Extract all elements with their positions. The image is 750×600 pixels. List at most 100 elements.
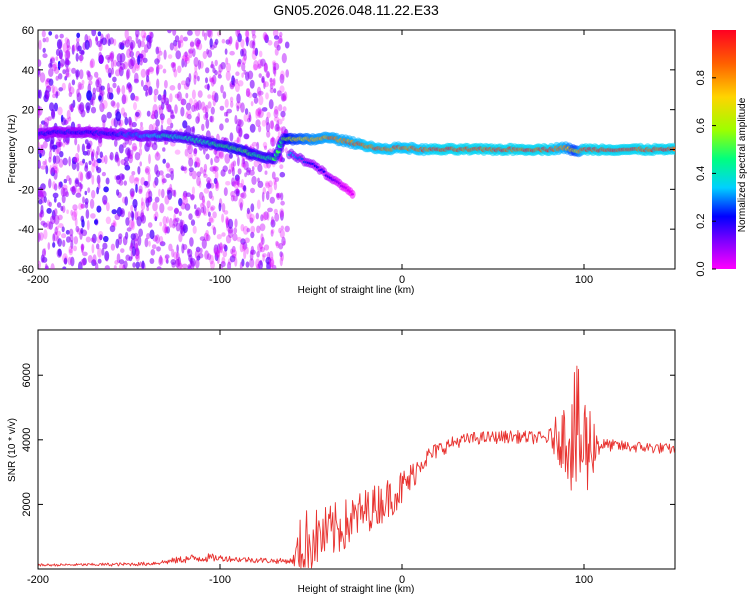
heatmap-speckle [47,116,52,121]
heatmap-speckle [242,158,245,165]
heatmap-speckle [59,52,63,60]
heatmap-speckle [113,38,117,46]
heatmap-speckle [247,92,253,99]
heatmap-speckle [140,214,146,224]
heatmap-speckle [250,203,255,213]
heatmap-speckle [110,51,115,60]
heatmap-speckle [49,58,53,68]
heatmap-speckle [234,218,238,228]
heatmap-speckle [164,79,168,89]
heatmap-speckle [264,34,269,44]
heatmap-speckle [104,64,109,70]
heatmap-speckle [188,49,193,59]
heatmap-speckle [218,150,225,160]
heatmap-speckle [153,213,156,220]
heatmap-speckle [276,44,281,51]
heatmap-speckle [104,265,110,269]
heatmap-speckle [179,262,183,269]
x-tick-label: -200 [27,274,49,286]
heatmap-speckle [137,235,142,246]
heatmap-speckle [143,32,147,39]
heatmap-speckle [59,151,64,158]
heatmap-speckle [268,256,275,267]
heatmap-speckle [80,227,84,234]
heatmap-speckle [76,92,82,103]
heatmap-speckle [77,81,82,91]
heatmap-speckle [81,143,85,153]
x-tick-label: -100 [209,274,231,286]
heatmap-speckle [210,60,214,69]
heatmap-speckle [203,173,208,178]
heatmap-speckle [140,121,143,127]
snr-y-label: SNR (10 * v/v) [7,418,18,482]
y-tick-label: 6000 [21,363,33,387]
heatmap-speckle [140,177,145,186]
heatmap-speckle [202,199,206,207]
heatmap-speckle [139,60,143,66]
heatmap-speckle [91,30,97,37]
heatmap-speckle [140,30,147,39]
heatmap-speckle [147,222,153,228]
heatmap-speckle [275,240,279,247]
heatmap-speckle [224,118,229,123]
heatmap-speckle [38,39,42,51]
heatmap-speckle [257,180,264,188]
heatmap-speckle [71,211,77,221]
heatmap-speckle [249,213,255,223]
heatmap-speckle [201,123,205,132]
heatmap-speckle [124,30,129,40]
heatmap-speckle [273,88,277,94]
heatmap-speckle [100,85,105,91]
heatmap-speckle [58,73,63,80]
heatmap-speckle [95,85,101,93]
heatmap-speckle [172,30,177,36]
heatmap-speckle [169,85,176,91]
heatmap-speckle [78,54,84,62]
heatmap-speckle [138,185,143,193]
heatmap-speckle [185,92,189,99]
heatmap-speckle [145,140,152,148]
heatmap-speckle [95,262,99,269]
heatmap-speckle [170,62,175,69]
heatmap-speckle [210,206,214,212]
heatmap-speckle [203,163,208,173]
heatmap-speckle [258,95,264,106]
heatmap-speckle [265,122,271,133]
heatmap-speckle [180,97,184,106]
heatmap-speckle [68,177,72,185]
heatmap-speckle [196,162,201,168]
heatmap-speckle [224,153,231,164]
heatmap-speckle [281,236,286,246]
heatmap-speckle [235,41,239,51]
heatmap-speckle [150,114,156,120]
heatmap-speckle [194,64,198,73]
heatmap-speckle [240,224,245,232]
heatmap-speckle [204,104,209,115]
heatmap-speckle [92,254,97,265]
heatmap-speckle [204,250,210,260]
heatmap-speckle [241,62,246,72]
heatmap-speckle [133,102,137,111]
heatmap-speckle [43,229,48,240]
heatmap-speckle [90,213,96,219]
heatmap-speckle [149,67,154,74]
heatmap-speckle [116,189,120,196]
heatmap-speckle [78,202,83,210]
heatmap-speckle [41,30,46,38]
heatmap-speckle [89,198,95,209]
heatmap-speckle [145,69,150,77]
heatmap-speckle [61,194,66,204]
heatmap-speckle [202,205,207,215]
heatmap-speckle [146,233,151,240]
heatmap-speckle [202,50,208,60]
heatmap-speckle [38,89,41,99]
heatmap-speckle [38,68,40,76]
heatmap-speckle [231,249,237,257]
heatmap-speckle [219,246,223,254]
heatmap-speckle [53,208,58,216]
heatmap-speckle [214,69,218,76]
heatmap-speckle [173,208,179,214]
heatmap-speckle [246,167,252,173]
heatmap-speckle [42,47,46,53]
heatmap-speckle [279,251,283,258]
